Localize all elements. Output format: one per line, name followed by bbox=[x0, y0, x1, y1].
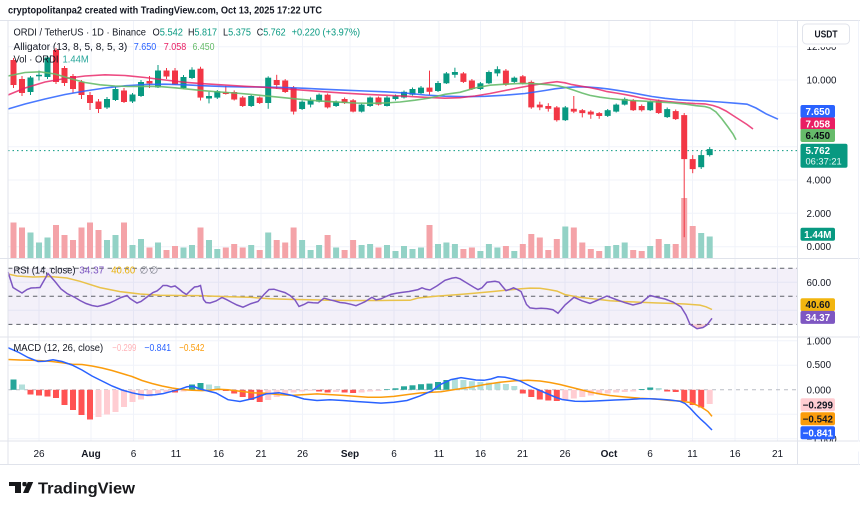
svg-text:∅: ∅ bbox=[140, 266, 149, 277]
svg-text:−0.542: −0.542 bbox=[179, 343, 205, 354]
svg-text:O5.542: O5.542 bbox=[153, 27, 184, 38]
svg-text:34.37: 34.37 bbox=[79, 266, 104, 277]
svg-text:∅: ∅ bbox=[150, 266, 159, 277]
svg-text:Oct: Oct bbox=[601, 449, 618, 460]
svg-text:Alligator (13, 8, 5, 8, 5, 3): Alligator (13, 8, 5, 8, 5, 3) bbox=[14, 42, 128, 53]
svg-text:0.500: 0.500 bbox=[807, 360, 832, 371]
svg-text:26: 26 bbox=[297, 449, 309, 460]
svg-text:6: 6 bbox=[647, 449, 653, 460]
svg-text:16: 16 bbox=[729, 449, 741, 460]
svg-text:L5.375: L5.375 bbox=[223, 27, 251, 38]
svg-text:40.60: 40.60 bbox=[806, 300, 831, 311]
svg-text:Sep: Sep bbox=[341, 449, 359, 460]
svg-text:Vol · ORDI: Vol · ORDI bbox=[14, 55, 59, 66]
svg-text:6.450: 6.450 bbox=[806, 131, 831, 142]
svg-text:0.000: 0.000 bbox=[807, 385, 832, 396]
svg-text:2.000: 2.000 bbox=[807, 209, 832, 220]
svg-text:1.44M: 1.44M bbox=[804, 230, 831, 241]
svg-text:11: 11 bbox=[687, 449, 698, 460]
svg-text:16: 16 bbox=[213, 449, 225, 460]
svg-text:−0.299: −0.299 bbox=[803, 400, 834, 411]
svg-text:USDT: USDT bbox=[815, 30, 838, 41]
svg-text:TradingView: TradingView bbox=[38, 481, 136, 498]
svg-text:1.44M: 1.44M bbox=[63, 55, 89, 66]
svg-text:cryptopolitanpa2 created with: cryptopolitanpa2 created with TradingVie… bbox=[8, 5, 322, 17]
svg-text:RSI (14, close): RSI (14, close) bbox=[14, 266, 76, 277]
svg-text:−0.542: −0.542 bbox=[803, 414, 834, 425]
svg-text:6: 6 bbox=[131, 449, 137, 460]
svg-text:11: 11 bbox=[171, 449, 182, 460]
svg-text:26: 26 bbox=[33, 449, 45, 460]
svg-text:6: 6 bbox=[391, 449, 397, 460]
svg-text:H5.817: H5.817 bbox=[188, 27, 217, 38]
svg-text:16: 16 bbox=[475, 449, 487, 460]
svg-text:Aug: Aug bbox=[81, 449, 100, 460]
svg-text:MACD (12, 26, close): MACD (12, 26, close) bbox=[14, 343, 104, 354]
svg-text:12.000: 12.000 bbox=[807, 42, 838, 53]
svg-text:06:37:21: 06:37:21 bbox=[806, 157, 842, 167]
svg-text:−0.299: −0.299 bbox=[112, 343, 136, 354]
svg-text:C5.762: C5.762 bbox=[257, 27, 286, 38]
svg-text:10.000: 10.000 bbox=[807, 76, 838, 87]
svg-text:21: 21 bbox=[255, 449, 267, 460]
svg-text:7.650: 7.650 bbox=[806, 107, 831, 118]
svg-text:26: 26 bbox=[559, 449, 571, 460]
svg-text:7.058: 7.058 bbox=[806, 120, 831, 131]
svg-text:1.000: 1.000 bbox=[807, 336, 832, 347]
svg-text:60.00: 60.00 bbox=[807, 278, 832, 289]
svg-text:−0.841: −0.841 bbox=[803, 428, 834, 439]
svg-text:5.762: 5.762 bbox=[806, 146, 831, 157]
svg-text:−1.000: −1.000 bbox=[807, 434, 838, 445]
svg-text:4.000: 4.000 bbox=[807, 176, 832, 187]
svg-text:21: 21 bbox=[517, 449, 529, 460]
svg-text:21: 21 bbox=[772, 449, 784, 460]
svg-text:40.60: 40.60 bbox=[111, 266, 135, 277]
svg-text:11: 11 bbox=[434, 449, 445, 460]
svg-text:7.650: 7.650 bbox=[134, 42, 157, 53]
svg-text:−0.841: −0.841 bbox=[144, 343, 171, 354]
svg-text:+0.220 (+3.97%): +0.220 (+3.97%) bbox=[292, 27, 361, 38]
svg-text:34.37: 34.37 bbox=[806, 313, 831, 324]
svg-text:ORDI / TetherUS · 1D · Binance: ORDI / TetherUS · 1D · Binance bbox=[14, 27, 147, 38]
svg-text:7.058: 7.058 bbox=[164, 42, 187, 53]
svg-text:6.450: 6.450 bbox=[193, 42, 215, 53]
svg-text:0.000: 0.000 bbox=[807, 242, 832, 253]
